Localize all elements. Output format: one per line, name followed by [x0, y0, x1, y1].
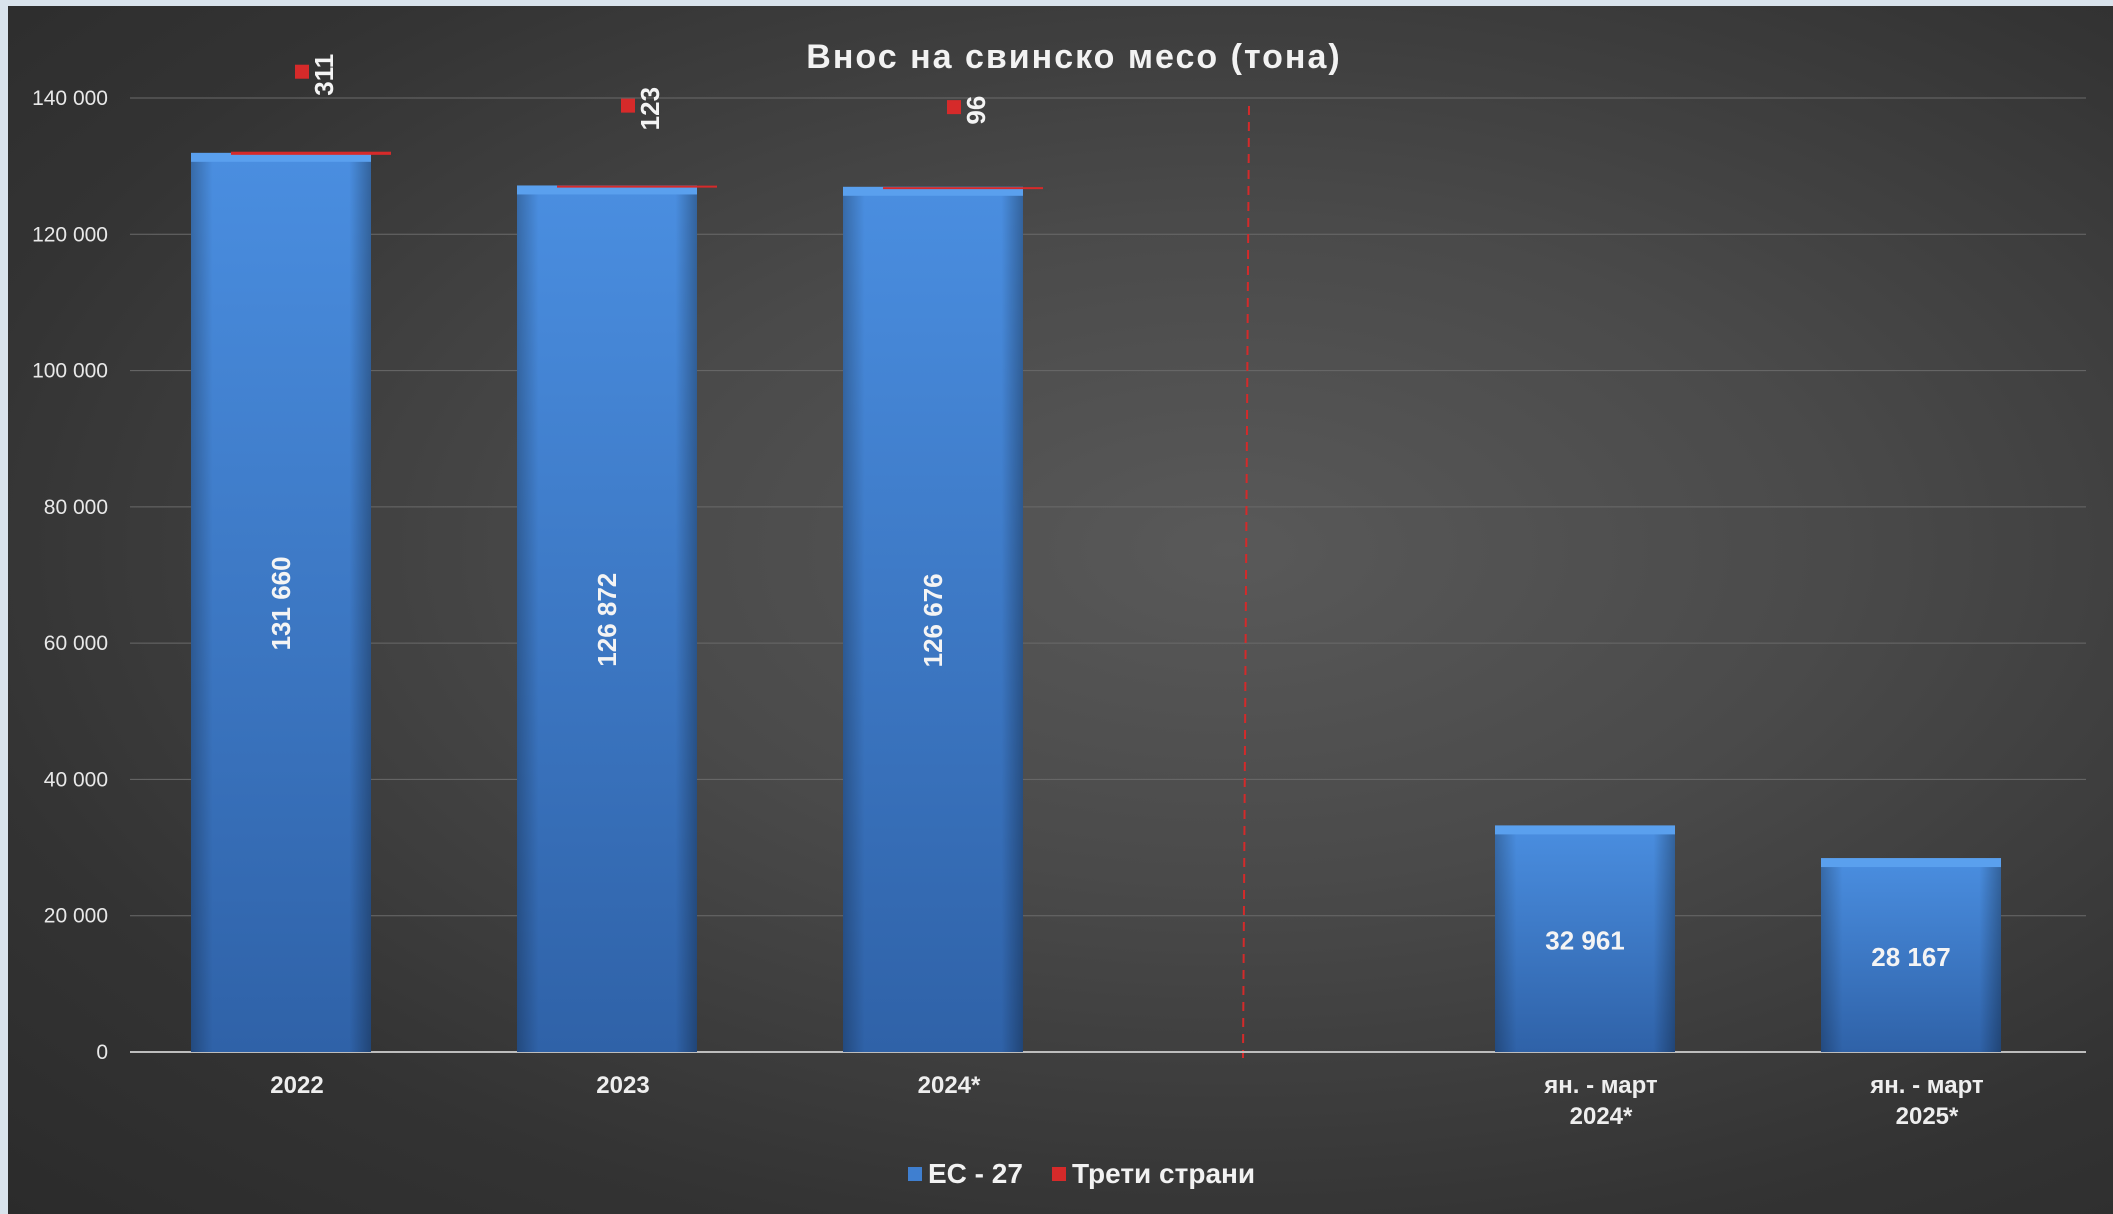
data-label-eu27: 32 961 [1545, 926, 1625, 956]
y-tick-label: 140 000 [32, 87, 108, 110]
bar-top-cap [517, 185, 697, 195]
bars: 131 660 126 872 126 676 32 961 28 167 311 123 9… [191, 54, 2001, 1052]
third-countries-marker [621, 98, 635, 113]
x-tick-label: 2024* [918, 1072, 981, 1099]
bar-third-countries [883, 187, 1043, 190]
data-label-third-countries: 123 [635, 87, 665, 130]
y-tick-label: 80 000 [44, 496, 108, 519]
data-label-eu27: 28 167 [1871, 942, 1951, 972]
chart-title: Внос на свинско месо (тона) [806, 38, 1341, 76]
bar-chart: Внос на свинско месо (тона) 0 20 000 40 00… [32, 38, 2086, 1189]
legend-swatch [1052, 1167, 1066, 1181]
y-tick-label: 60 000 [44, 632, 108, 655]
data-label-eu27: 131 660 [266, 556, 296, 650]
bar-third-countries [231, 151, 391, 155]
bar-shade [1821, 860, 2001, 1052]
y-tick-label: 120 000 [32, 223, 108, 246]
x-tick-label: ян. - март 2024* [1543, 1072, 1658, 1130]
data-label-eu27: 126 872 [592, 573, 622, 667]
third-countries-marker [295, 64, 309, 79]
bar-top-cap [1495, 825, 1675, 835]
legend-swatch [908, 1167, 922, 1181]
bar-top-cap [1821, 858, 2001, 868]
y-tick-label: 0 [96, 1041, 108, 1064]
data-label-third-countries: 311 [309, 54, 339, 96]
data-label-eu27: 126 676 [918, 573, 948, 667]
bar-top-cap [843, 186, 1023, 196]
bar-third-countries [557, 185, 717, 188]
data-label-third-countries: 96 [961, 96, 991, 125]
bar-shade [1495, 827, 1675, 1052]
x-tick-label: 2023 [596, 1072, 649, 1099]
bar-top-cap [191, 152, 371, 162]
x-tick-label: ян. - март 2025* [1869, 1072, 1984, 1130]
bar-shade [843, 188, 1023, 1052]
legend-label: ЕС - 27 [928, 1158, 1023, 1189]
y-axis: 0 20 000 40 000 60 000 80 000 100 000 120 000 1… [32, 87, 2086, 1064]
y-tick-label: 40 000 [44, 768, 108, 791]
legend-label: Трети страни [1072, 1158, 1255, 1189]
y-tick-label: 100 000 [32, 360, 108, 383]
third-countries-marker [947, 100, 961, 115]
grid [130, 97, 2086, 1059]
x-tick-label: 2022 [270, 1072, 323, 1099]
period-divider [1242, 105, 1250, 1059]
y-tick-label: 20 000 [44, 905, 108, 928]
legend: ЕС - 27 Трети страни [908, 1158, 1255, 1189]
bar-shade [191, 154, 371, 1052]
x-axis: 2022 2023 2024* ян. - март 2024* ян. - март 20… [270, 1072, 1984, 1130]
chart-frame: Внос на свинско месо (тона) 0 20 000 40 00… [8, 6, 2113, 1214]
bar-shade [517, 187, 697, 1052]
